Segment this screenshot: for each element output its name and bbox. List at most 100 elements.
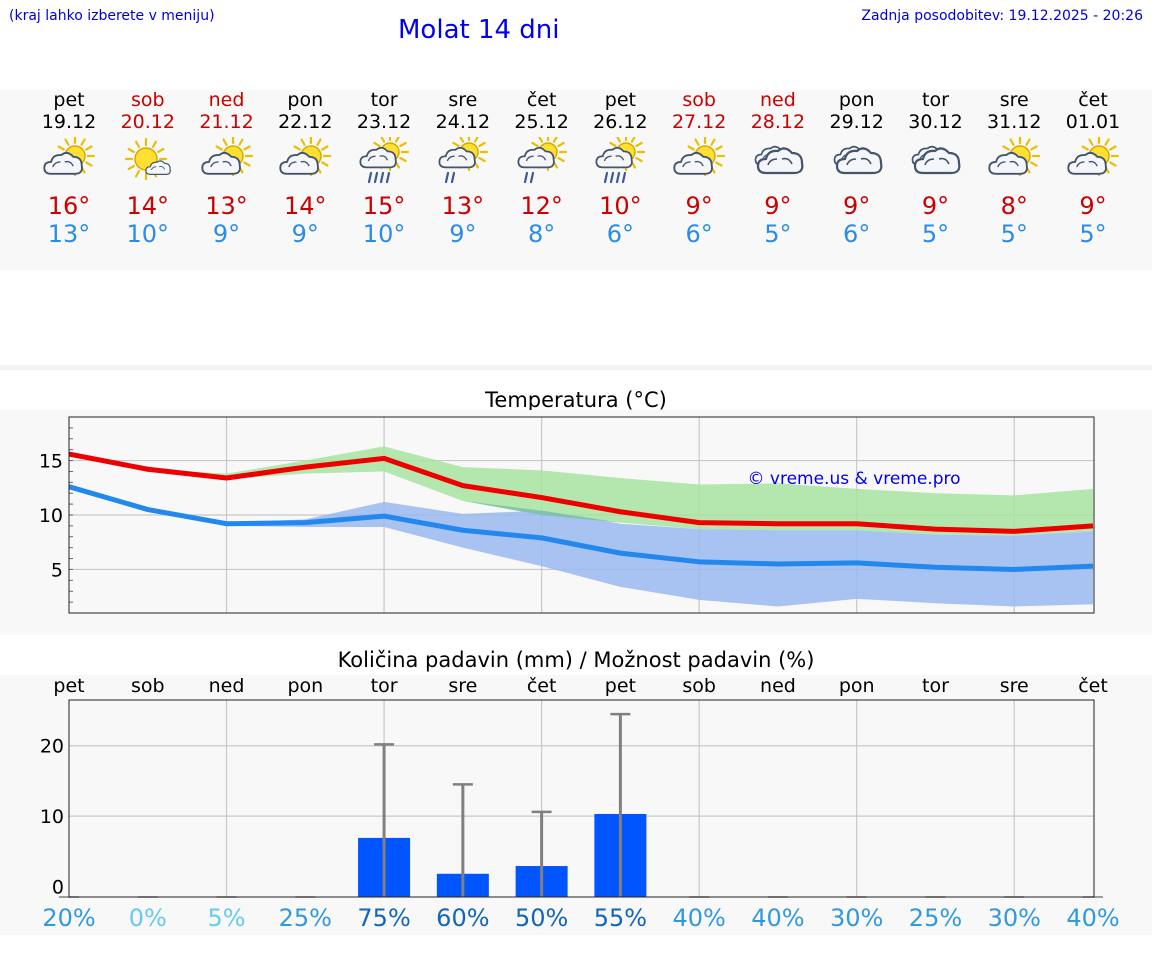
temp-min: 6° bbox=[685, 220, 713, 248]
temp-max: 9° bbox=[685, 192, 713, 220]
cloud-body bbox=[914, 147, 961, 175]
min-temp-line bbox=[68, 484, 1094, 572]
day-date: 23.12 bbox=[356, 111, 412, 133]
sun-ray bbox=[221, 138, 228, 146]
cloud-shape bbox=[43, 152, 83, 175]
sun-ray bbox=[609, 141, 618, 148]
sun-ray bbox=[537, 137, 543, 143]
sun-ray bbox=[134, 170, 140, 178]
cloud-body bbox=[988, 152, 1029, 175]
precip-probability: 5% bbox=[207, 904, 246, 932]
sun-ray bbox=[300, 138, 306, 146]
sun-cloud-rain-icon bbox=[595, 137, 646, 184]
day-column: čet 25.12 12° 8° bbox=[502, 89, 582, 248]
raindrop bbox=[385, 171, 391, 184]
day-label: pon bbox=[287, 675, 323, 697]
raindrop bbox=[450, 171, 455, 184]
day-name: čet bbox=[1078, 89, 1108, 111]
day-label: čet bbox=[1078, 675, 1108, 697]
raindrop bbox=[523, 171, 528, 184]
day-name: čet bbox=[526, 89, 557, 111]
sun-ray bbox=[373, 141, 381, 148]
precip-chart: pet sob ned pon tor sre čet pet sob ned pon tor sre č… bbox=[40, 675, 1108, 898]
temp-min: 13° bbox=[47, 220, 91, 248]
day-date: 30.12 bbox=[908, 111, 963, 133]
day-date: 21.12 bbox=[199, 111, 254, 133]
page-title: Molat 14 dni bbox=[398, 15, 560, 45]
cloud-detail bbox=[525, 155, 546, 162]
cloud-shape bbox=[673, 152, 714, 175]
raindrop bbox=[529, 171, 534, 184]
day-column: sre 24.12 13° 9° bbox=[423, 89, 503, 248]
weather-icon-slot bbox=[423, 137, 503, 187]
cloud-shape bbox=[756, 147, 804, 175]
sun-ray bbox=[127, 164, 135, 171]
precip-probability: 30% bbox=[830, 904, 884, 932]
weather-icon-slot bbox=[29, 137, 109, 187]
precip-probability: 40% bbox=[1066, 904, 1120, 932]
day-name: sre bbox=[999, 89, 1029, 111]
sun-ray bbox=[1088, 138, 1094, 146]
sun-ray bbox=[399, 141, 407, 148]
day-label: tor bbox=[922, 675, 949, 697]
weather-icon-slot bbox=[817, 137, 897, 187]
cloud-body bbox=[279, 152, 320, 175]
temp-max: 9° bbox=[764, 192, 792, 220]
day-column: pon 22.12 14° 9° bbox=[265, 89, 345, 248]
temp-max: 9° bbox=[843, 192, 871, 220]
partly-cloudy-icon bbox=[988, 137, 1041, 177]
cloud-detail bbox=[682, 160, 704, 168]
y-tick-label: 15 bbox=[39, 451, 63, 473]
day-date: 01.01 bbox=[1065, 111, 1121, 133]
sun-ray bbox=[556, 156, 565, 163]
partly-cloudy-icon bbox=[200, 137, 253, 177]
y-tick-label: 10 bbox=[39, 505, 63, 527]
sun-ray bbox=[687, 145, 695, 151]
day-date: 28.12 bbox=[750, 111, 806, 133]
cloud-body bbox=[517, 146, 555, 169]
cloud-detail bbox=[604, 155, 625, 162]
day-name: ned bbox=[208, 89, 245, 111]
sun-ray bbox=[316, 138, 322, 146]
partly-cloudy-icon bbox=[43, 137, 96, 177]
raindrop bbox=[610, 171, 615, 184]
sun-ray bbox=[394, 137, 401, 143]
cloud-detail bbox=[845, 157, 872, 166]
partly-cloudy-icon bbox=[673, 137, 726, 177]
cloud-shape bbox=[988, 152, 1029, 175]
sun-ray bbox=[1009, 138, 1015, 146]
day-column: ned 21.12 13° 9° bbox=[187, 89, 267, 248]
cloud-detail bbox=[52, 160, 74, 168]
temp-min: 5° bbox=[1000, 220, 1028, 248]
raindrop bbox=[379, 171, 385, 184]
sun-ray bbox=[1104, 138, 1110, 146]
day-date: 24.12 bbox=[435, 111, 491, 133]
temp-min: 5° bbox=[1079, 220, 1107, 248]
weather-icon-slot bbox=[1053, 137, 1133, 187]
sun-ray bbox=[242, 161, 251, 167]
sun-ray bbox=[237, 138, 244, 146]
weather-icon-slot bbox=[738, 137, 818, 187]
day-name: sob bbox=[682, 89, 716, 111]
partly-cloudy-icon bbox=[279, 137, 332, 177]
cloud-detail bbox=[924, 157, 951, 166]
temp-min: 9° bbox=[212, 220, 241, 248]
day-name: pon bbox=[838, 89, 875, 111]
sun-ray bbox=[552, 137, 558, 143]
last-updated: Zadnja posodobitev: 19.12.2025 - 20:26 bbox=[861, 8, 1143, 24]
sun-ray bbox=[321, 161, 329, 167]
sun-ray bbox=[635, 141, 644, 148]
day-column: tor 30.12 9° 5° bbox=[895, 89, 975, 248]
sun-ray bbox=[1081, 145, 1089, 151]
day-column: pet 19.12 16° 13° bbox=[29, 89, 109, 248]
precip-probability: 0% bbox=[128, 904, 167, 932]
sun-ray bbox=[1025, 138, 1031, 146]
cloud-body bbox=[595, 146, 634, 169]
weather-icon-slot bbox=[974, 137, 1054, 187]
day-column: tor 23.12 15° 10° bbox=[344, 89, 424, 248]
temperature-chart-title: Temperatura (°C) bbox=[485, 388, 667, 412]
temp-max: 12° bbox=[520, 192, 563, 220]
precip-probability: 75% bbox=[357, 904, 411, 932]
sun-ray bbox=[321, 145, 329, 151]
sun-ray bbox=[1002, 145, 1011, 151]
